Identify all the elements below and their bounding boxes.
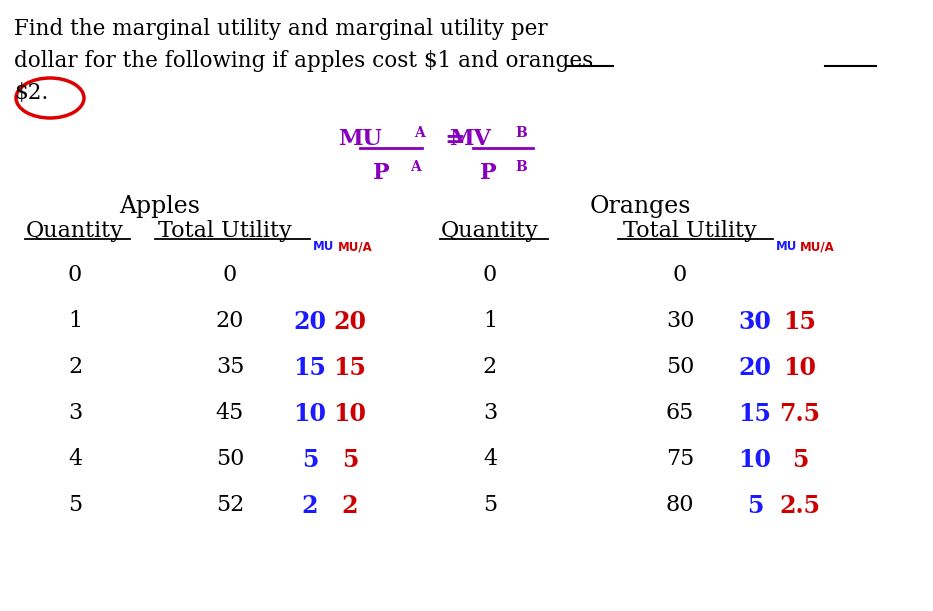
Text: 1: 1 <box>68 310 82 332</box>
Text: $2.: $2. <box>14 82 49 104</box>
Text: 4: 4 <box>68 448 82 470</box>
Text: 5: 5 <box>792 448 808 472</box>
Text: A: A <box>410 160 421 174</box>
Text: 2: 2 <box>301 494 318 518</box>
Text: Quantity: Quantity <box>441 220 539 242</box>
Text: 52: 52 <box>216 494 244 516</box>
Text: 20: 20 <box>739 356 772 380</box>
Text: 0: 0 <box>483 264 497 286</box>
Text: 2: 2 <box>341 494 358 518</box>
Text: MU/A: MU/A <box>338 240 373 253</box>
Text: =: = <box>444 128 466 152</box>
Text: 50: 50 <box>216 448 244 470</box>
Text: 7.5: 7.5 <box>779 402 820 426</box>
Text: Find the marginal utility and marginal utility per: Find the marginal utility and marginal u… <box>14 18 548 40</box>
Text: 65: 65 <box>666 402 694 424</box>
Text: MU: MU <box>313 240 334 253</box>
Text: 0: 0 <box>673 264 687 286</box>
Text: B: B <box>515 126 527 140</box>
Text: 50: 50 <box>666 356 694 378</box>
Text: 45: 45 <box>216 402 244 424</box>
Text: 15: 15 <box>294 356 327 380</box>
Text: 15: 15 <box>739 402 772 426</box>
Text: 1: 1 <box>483 310 497 332</box>
Text: Oranges: Oranges <box>590 195 690 218</box>
Text: 0: 0 <box>223 264 237 286</box>
Text: 30: 30 <box>666 310 694 332</box>
Text: 3: 3 <box>483 402 497 424</box>
Text: 5: 5 <box>746 494 763 518</box>
Text: 35: 35 <box>216 356 244 378</box>
Text: MV: MV <box>449 128 491 150</box>
Text: 5: 5 <box>68 494 82 516</box>
Text: A: A <box>414 126 425 140</box>
Text: 15: 15 <box>334 356 367 380</box>
Text: Total Utility: Total Utility <box>623 220 757 242</box>
Text: P: P <box>373 162 390 184</box>
Text: 2.5: 2.5 <box>779 494 820 518</box>
Text: MU: MU <box>338 128 382 150</box>
Text: 10: 10 <box>784 356 816 380</box>
Text: 20: 20 <box>216 310 244 332</box>
Text: 5: 5 <box>341 448 358 472</box>
Text: 10: 10 <box>333 402 367 426</box>
Text: 20: 20 <box>294 310 327 334</box>
Text: P: P <box>480 162 497 184</box>
Text: 80: 80 <box>666 494 694 516</box>
Text: MU/A: MU/A <box>800 240 835 253</box>
Text: B: B <box>515 160 527 174</box>
Text: 15: 15 <box>784 310 816 334</box>
Text: 10: 10 <box>739 448 772 472</box>
Text: 4: 4 <box>483 448 497 470</box>
Text: 30: 30 <box>739 310 772 334</box>
Text: 2: 2 <box>68 356 82 378</box>
Text: 3: 3 <box>68 402 82 424</box>
Text: dollar for the following if apples cost $1 and oranges: dollar for the following if apples cost … <box>14 50 593 72</box>
Text: 0: 0 <box>68 264 82 286</box>
Text: 10: 10 <box>294 402 327 426</box>
Text: Apples: Apples <box>119 195 201 218</box>
Text: MU: MU <box>776 240 798 253</box>
Text: Quantity: Quantity <box>26 220 124 242</box>
Text: 5: 5 <box>483 494 497 516</box>
Text: 2: 2 <box>483 356 497 378</box>
Text: 5: 5 <box>301 448 318 472</box>
Text: 20: 20 <box>333 310 367 334</box>
Text: 75: 75 <box>666 448 694 470</box>
Text: Total Utility: Total Utility <box>158 220 292 242</box>
